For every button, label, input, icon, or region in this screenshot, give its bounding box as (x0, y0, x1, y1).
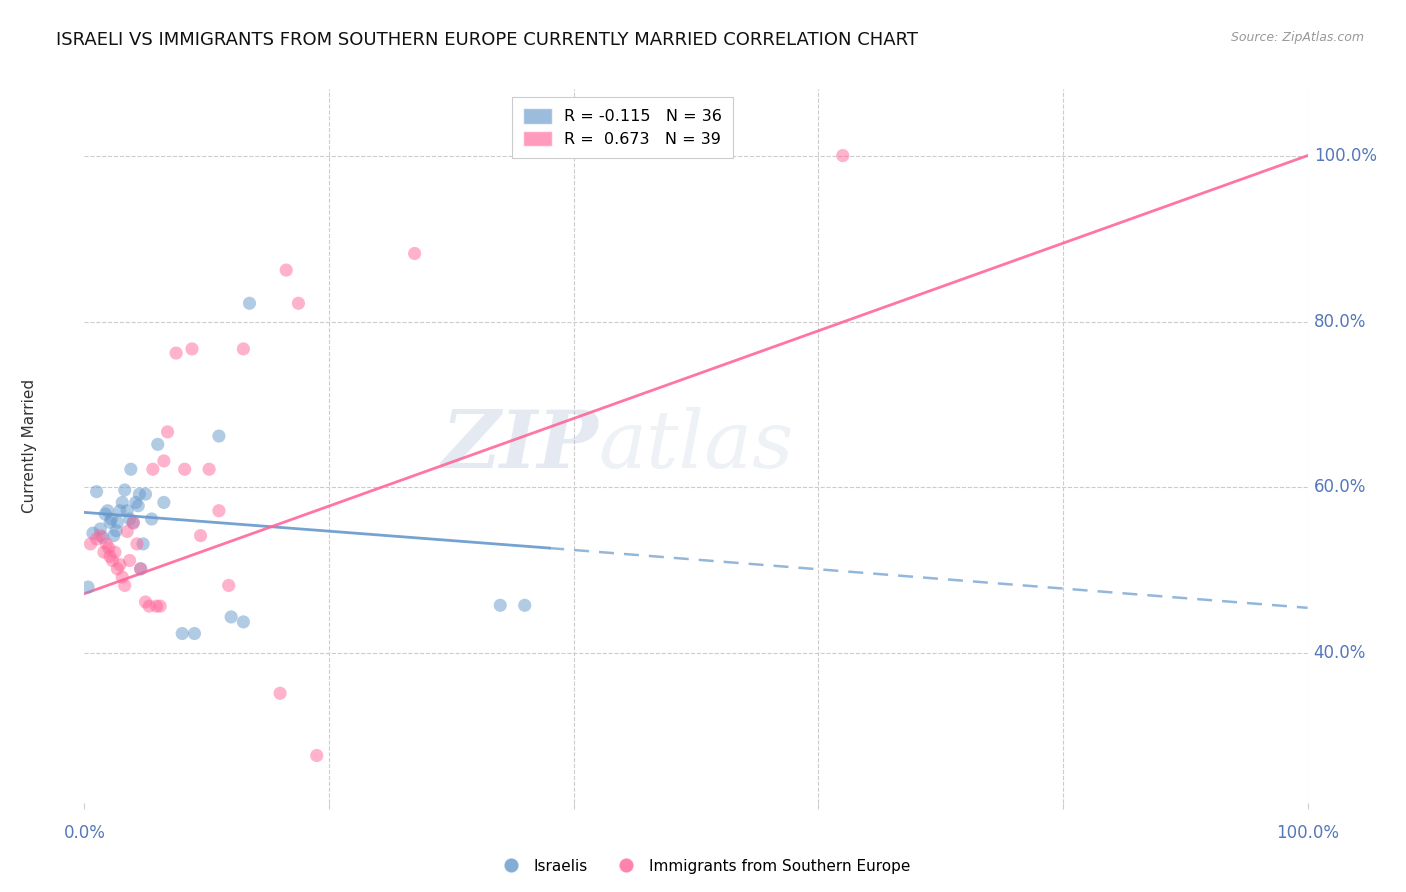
Point (165, 346, 187, 360)
Point (96, 537, 118, 551)
Point (105, 516, 128, 530)
Point (97, 541, 120, 555)
Point (149, 599, 172, 614)
Point (135, 595, 157, 609)
Point (129, 562, 152, 576)
Text: 80.0%: 80.0% (1313, 312, 1367, 331)
Point (94, 507, 117, 521)
Point (98, 516, 121, 530)
Point (86, 532, 108, 546)
Point (122, 516, 145, 531)
Point (125, 495, 148, 509)
Point (404, 246, 426, 260)
Text: atlas: atlas (598, 408, 793, 484)
Point (89, 528, 111, 542)
Point (105, 524, 128, 538)
Point (132, 537, 155, 551)
Point (86, 484, 108, 499)
Point (287, 296, 309, 310)
Point (198, 462, 221, 476)
Text: ISRAELI VS IMMIGRANTS FROM SOUTHERN EUROPE CURRENTLY MARRIED CORRELATION CHART: ISRAELI VS IMMIGRANTS FROM SOUTHERN EURO… (56, 31, 918, 49)
Text: Currently Married: Currently Married (22, 379, 37, 513)
Point (153, 454, 176, 468)
Point (93, 545, 115, 559)
Point (82, 526, 104, 541)
Point (218, 578, 240, 592)
Point (153, 495, 176, 509)
Legend: Israelis, Immigrants from Southern Europe: Israelis, Immigrants from Southern Europ… (489, 853, 917, 880)
Point (118, 553, 141, 567)
Legend: R = -0.115   N = 36, R =  0.673   N = 39: R = -0.115 N = 36, R = 0.673 N = 39 (512, 97, 734, 158)
Point (135, 487, 157, 501)
Point (208, 504, 231, 518)
Point (118, 512, 141, 526)
Text: 100.0%: 100.0% (1277, 823, 1339, 841)
Point (97, 504, 120, 518)
Point (129, 562, 152, 576)
Point (489, 599, 512, 613)
Point (183, 626, 205, 640)
Point (146, 437, 169, 451)
Point (172, 626, 194, 640)
Text: ZIP: ZIP (441, 408, 598, 484)
Point (79, 537, 101, 551)
Point (125, 537, 148, 551)
Point (105, 562, 128, 576)
Point (103, 528, 125, 542)
Point (89, 522, 111, 536)
Point (142, 462, 165, 476)
Point (219, 610, 242, 624)
Point (91, 530, 114, 544)
Point (111, 495, 134, 509)
Point (108, 504, 131, 518)
Point (122, 516, 145, 530)
Point (145, 599, 167, 614)
Point (232, 342, 254, 356)
Point (101, 553, 124, 567)
Point (208, 429, 231, 443)
Point (238, 296, 260, 310)
Point (269, 686, 291, 700)
Point (156, 425, 179, 439)
Point (100, 512, 122, 526)
Point (173, 462, 195, 476)
Point (111, 570, 134, 584)
Point (138, 599, 160, 614)
Text: Source: ZipAtlas.com: Source: ZipAtlas.com (1230, 31, 1364, 45)
Point (128, 487, 150, 501)
Point (115, 504, 138, 518)
Point (127, 499, 149, 513)
Point (114, 483, 136, 497)
Point (114, 578, 136, 592)
Point (181, 342, 204, 356)
Point (120, 462, 142, 476)
Text: 60.0%: 60.0% (1313, 478, 1367, 497)
Point (831, 148, 853, 162)
Point (104, 545, 127, 559)
Text: 40.0%: 40.0% (1313, 644, 1367, 663)
Point (305, 748, 328, 763)
Text: 100.0%: 100.0% (1313, 146, 1376, 165)
Point (98, 549, 121, 564)
Point (77, 580, 100, 594)
Point (232, 615, 254, 629)
Point (513, 599, 536, 613)
Text: 0.0%: 0.0% (63, 823, 105, 841)
Point (108, 558, 131, 572)
Point (141, 512, 163, 526)
Point (276, 263, 298, 277)
Point (115, 524, 138, 539)
Point (190, 528, 212, 542)
